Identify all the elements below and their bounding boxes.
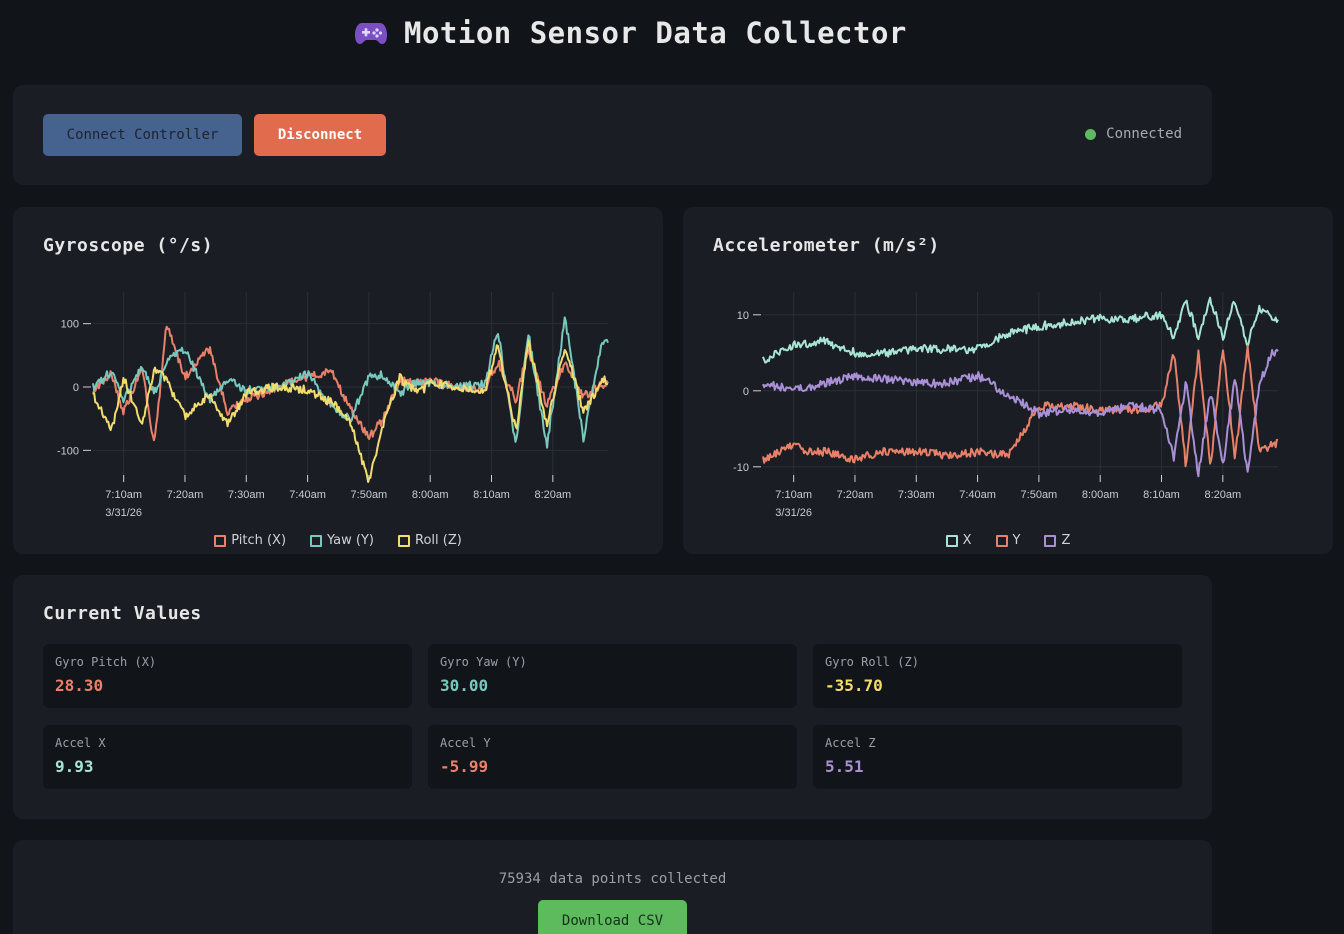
value-box-gyro-pitch: Gyro Pitch (X) 28.30 [43, 644, 412, 708]
legend-item[interactable]: X [945, 533, 972, 548]
current-values-panel: Current Values Gyro Pitch (X) 28.30 Gyro… [13, 575, 1212, 819]
value-reading: 30.00 [440, 676, 489, 695]
gyroscope-chart-title: Gyroscope (°/s) [43, 235, 214, 256]
download-csv-button[interactable]: Download CSV [538, 900, 687, 934]
legend-item[interactable]: Pitch (X) [214, 533, 286, 548]
legend-swatch [1044, 534, 1057, 547]
x-tick-label: 8:10am [1143, 489, 1180, 501]
gyroscope-chart-card: Gyroscope (°/s) 100 0 -100 7:10am 3/31/26 7:2… [13, 207, 663, 554]
value-box-accel-z: Accel Z 5.51 [813, 725, 1182, 789]
connection-panel: Connect Controller Disconnect Connected [13, 85, 1212, 185]
chart-grid: 100 0 -100 7:10am 3/31/26 7:20am 7:30am 7:40am 7… [57, 292, 608, 519]
legend-label: Yaw (Y) [327, 533, 374, 548]
value-label: Accel Y [440, 736, 491, 750]
legend-label: Roll (Z) [415, 533, 462, 548]
series-line-x [762, 296, 1279, 364]
x-tick-label: 7:50am [1021, 489, 1058, 501]
x-tick-label: 8:10am [473, 489, 510, 501]
x-tick-label: 7:30am [228, 489, 265, 501]
disconnect-button[interactable]: Disconnect [254, 114, 386, 156]
accelerometer-chart-card: Accelerometer (m/s²) 10 0 -10 7:10am 3/31/26… [683, 207, 1333, 554]
page-title: Motion Sensor Data Collector [404, 16, 907, 50]
legend-item[interactable]: Y [995, 533, 1021, 548]
legend-item[interactable]: Roll (Z) [398, 533, 462, 548]
legend-label: X [962, 533, 972, 548]
x-date-label: 3/31/26 [105, 507, 142, 519]
value-label: Gyro Yaw (Y) [440, 655, 527, 669]
value-reading: 5.51 [825, 757, 864, 776]
legend-label: Z [1061, 533, 1071, 548]
x-tick-label: 7:20am [837, 489, 874, 501]
x-tick-label: 7:20am [167, 489, 204, 501]
status-text: Connected [1106, 126, 1182, 142]
x-tick-label: 8:00am [412, 489, 449, 501]
page-header: Motion Sensor Data Collector [354, 12, 907, 54]
x-tick-label: 7:40am [959, 489, 996, 501]
y-tick-label: 0 [73, 382, 79, 394]
accelerometer-legend: X Y Z [683, 533, 1333, 548]
y-tick-label: -10 [733, 462, 749, 474]
legend-swatch [995, 534, 1008, 547]
value-box-accel-x: Accel X 9.93 [43, 725, 412, 789]
x-tick-label: 7:30am [898, 489, 935, 501]
gyroscope-chart[interactable]: 100 0 -100 7:10am 3/31/26 7:20am 7:30am 7:40am 7… [13, 207, 663, 527]
legend-label: Y [1012, 533, 1021, 548]
series-line-roll-z [93, 339, 609, 483]
accelerometer-chart-title: Accelerometer (m/s²) [713, 235, 940, 256]
status-dot-icon [1085, 128, 1097, 140]
value-reading: -35.70 [825, 676, 883, 695]
connection-status: Connected [1085, 126, 1182, 142]
x-tick-label: 7:10am [105, 489, 142, 501]
current-values-title: Current Values [43, 603, 202, 624]
series-line-y [762, 344, 1279, 468]
y-tick-label: 100 [61, 319, 79, 331]
y-tick-label: -100 [57, 445, 79, 457]
value-reading: -5.99 [440, 757, 489, 776]
accelerometer-chart[interactable]: 10 0 -10 7:10am 3/31/26 7:20am 7:30am 7:40am 7:5… [683, 207, 1333, 527]
legend-swatch [214, 534, 227, 547]
data-point-count: 75934 data points collected [498, 871, 727, 887]
x-tick-label: 7:10am [775, 489, 812, 501]
value-reading: 28.30 [55, 676, 104, 695]
value-label: Gyro Roll (Z) [825, 655, 919, 669]
x-tick-label: 8:20am [534, 489, 571, 501]
x-tick-label: 7:50am [351, 489, 388, 501]
chart-grid: 10 0 -10 7:10am 3/31/26 7:20am 7:30am 7:40am 7:5… [733, 292, 1278, 519]
x-tick-label: 7:40am [289, 489, 326, 501]
legend-swatch [945, 534, 958, 547]
value-label: Accel Z [825, 736, 876, 750]
series-line-pitch-x [92, 325, 609, 442]
connect-controller-button[interactable]: Connect Controller [43, 114, 242, 156]
series-line-yaw-y [92, 316, 609, 449]
export-panel: 75934 data points collected Download CSV [13, 840, 1212, 934]
x-tick-label: 8:20am [1204, 489, 1241, 501]
x-tick-label: 8:00am [1082, 489, 1119, 501]
value-box-accel-y: Accel Y -5.99 [428, 725, 797, 789]
value-box-gyro-roll: Gyro Roll (Z) -35.70 [813, 644, 1182, 708]
legend-label: Pitch (X) [231, 533, 287, 548]
value-label: Accel X [55, 736, 106, 750]
legend-swatch [398, 534, 410, 547]
value-reading: 9.93 [55, 757, 94, 776]
gamepad-icon [355, 23, 387, 44]
value-label: Gyro Pitch (X) [55, 655, 157, 669]
legend-item[interactable]: Yaw (Y) [310, 533, 374, 548]
series-line-z [762, 348, 1279, 478]
x-date-label: 3/31/26 [775, 507, 812, 519]
y-tick-label: 10 [737, 310, 749, 322]
legend-item[interactable]: Z [1044, 533, 1070, 548]
y-tick-label: 0 [743, 386, 749, 398]
legend-swatch [310, 534, 323, 547]
gyroscope-legend: Pitch (X) Yaw (Y) Roll (Z) [13, 533, 663, 548]
value-box-gyro-yaw: Gyro Yaw (Y) 30.00 [428, 644, 797, 708]
